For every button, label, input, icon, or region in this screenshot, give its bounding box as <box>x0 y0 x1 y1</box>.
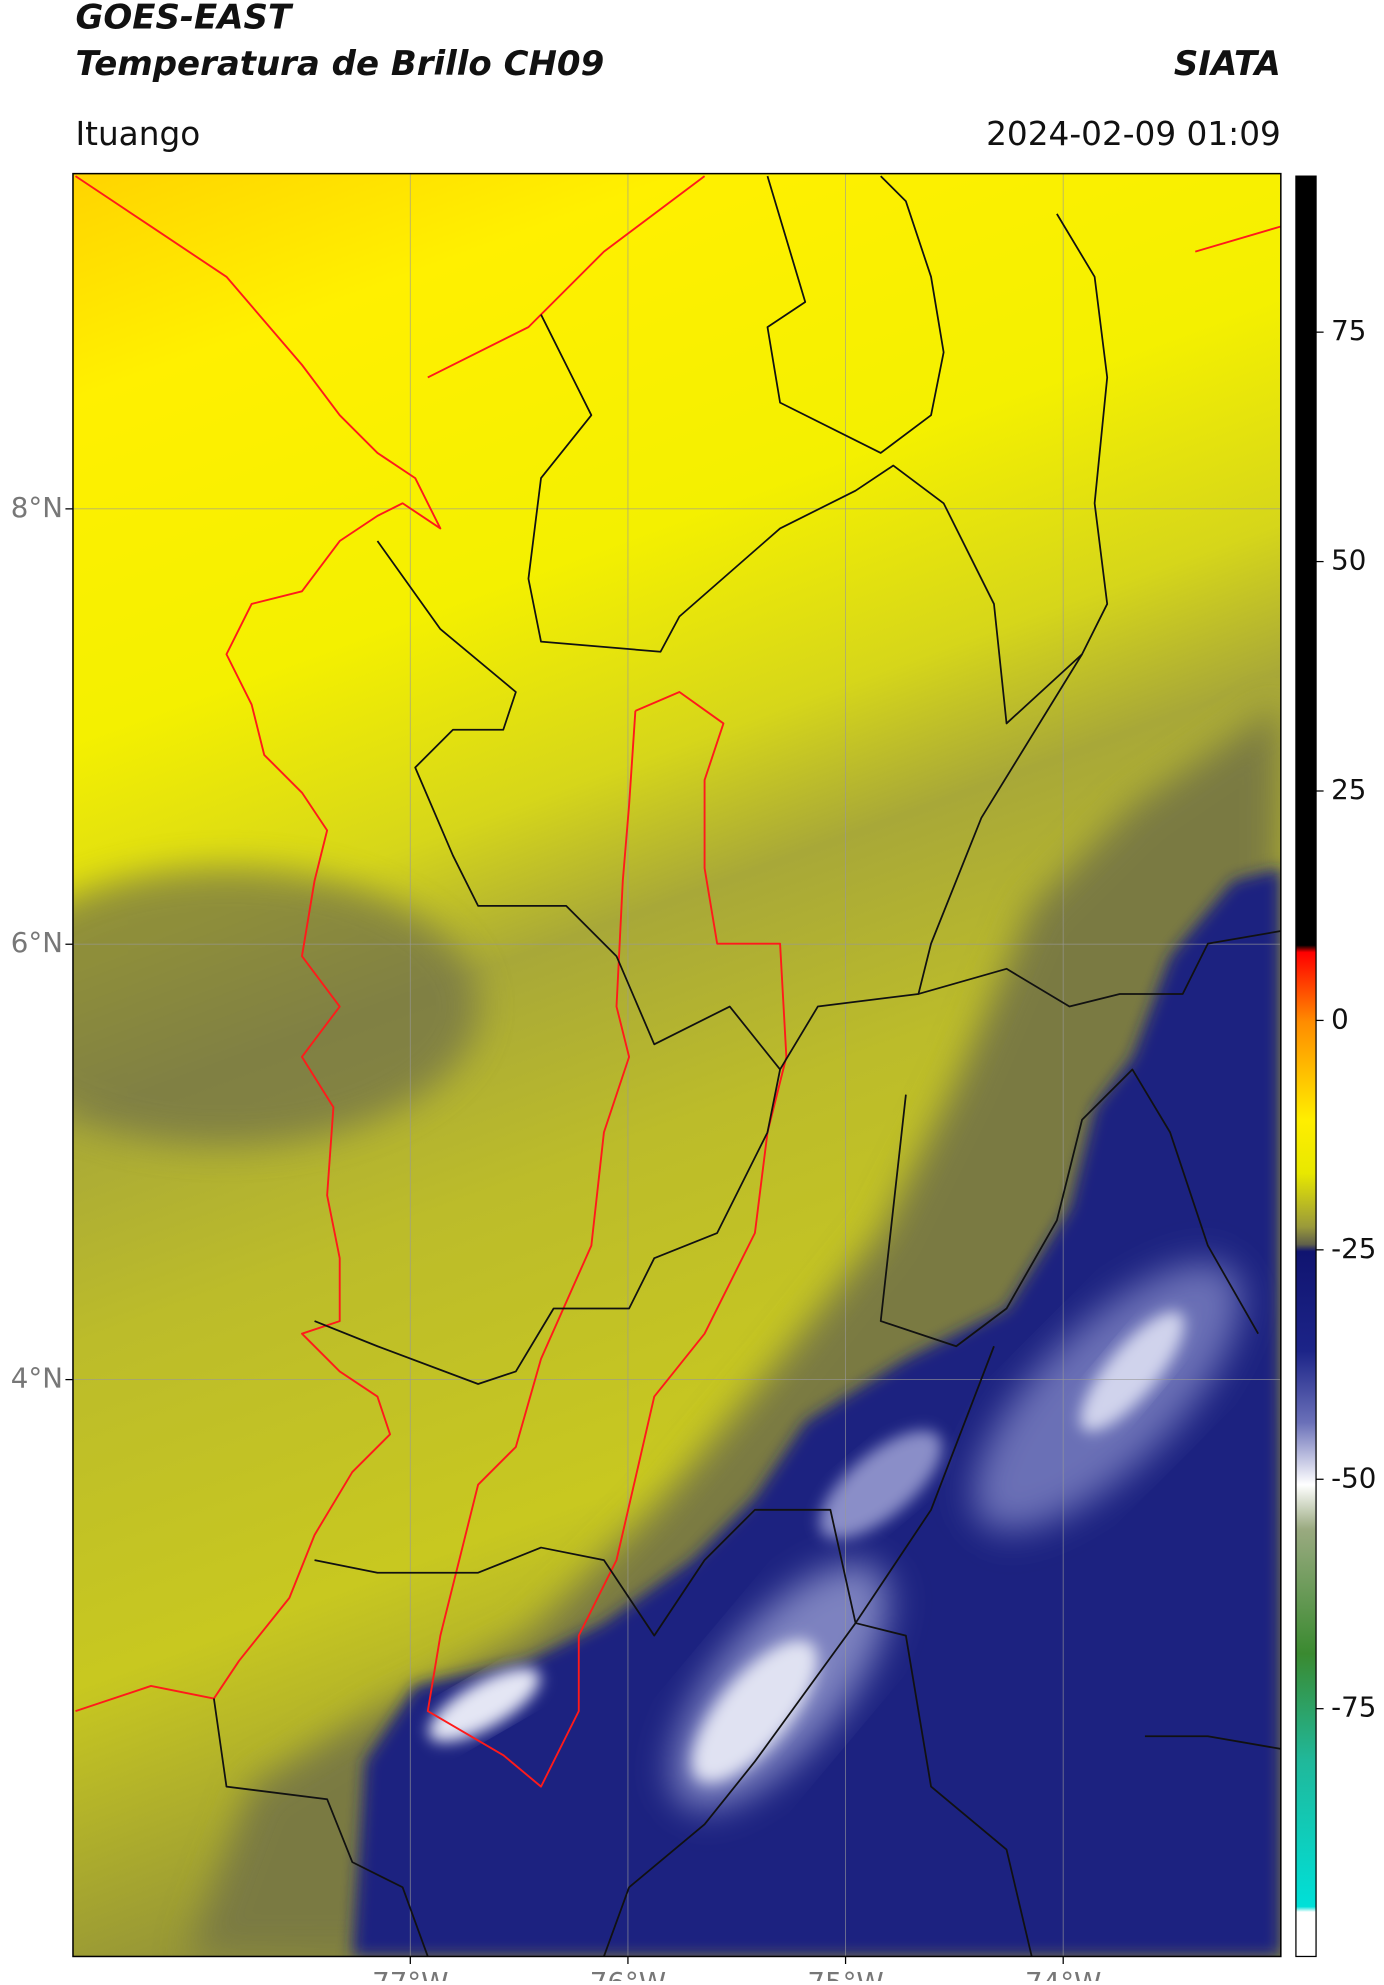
department-border <box>918 930 1281 1008</box>
colorbar-tick-label: 0 <box>1331 1002 1349 1035</box>
colorbar-tick-label: 50 <box>1331 544 1366 577</box>
cloud-navy <box>352 868 1281 1957</box>
location: Ituango <box>75 115 200 153</box>
x-tick-label: 75°W <box>807 1966 883 1981</box>
x-tick-label: 77°W <box>372 1966 448 1981</box>
department-border <box>527 213 1109 725</box>
department-border <box>376 540 781 1071</box>
x-tick-label: 74°W <box>1025 1966 1101 1981</box>
cloud-cold <box>428 1667 541 1742</box>
coastline <box>1195 225 1281 253</box>
department-border <box>314 1508 1033 1957</box>
x-tick-label: 76°W <box>590 1966 666 1981</box>
basin-outline <box>426 691 788 1788</box>
colorbar-tick-label: 75 <box>1331 314 1366 347</box>
coastline <box>427 175 706 379</box>
datetime: 2024-02-09 01:09 <box>986 115 1281 153</box>
title: GOES-EAST <box>75 0 293 37</box>
department-border <box>314 653 1083 1385</box>
map-frame <box>72 172 1282 1958</box>
colorbar-tick-label: 25 <box>1331 773 1366 806</box>
cloud-cold <box>819 1430 942 1539</box>
map-image <box>72 173 1281 1957</box>
colorbar-tick-label: -50 <box>1331 1461 1376 1494</box>
colorbar-tick-label: -25 <box>1331 1232 1376 1265</box>
department-border <box>879 1068 1259 1348</box>
y-tick-label: 6°N <box>11 926 63 959</box>
y-tick-label: 8°N <box>11 491 63 524</box>
department-border <box>603 1345 995 1957</box>
y-tick-label: 4°N <box>11 1362 63 1395</box>
graticule <box>72 173 1281 1957</box>
department-border <box>213 1698 429 1957</box>
cloud-cold <box>1080 1311 1185 1432</box>
subtitle: Temperatura de Brillo CH09 <box>75 44 604 84</box>
coastline <box>74 175 442 1713</box>
cloud-cold <box>692 1639 818 1783</box>
agency: SIATA <box>1174 44 1281 84</box>
department-border <box>766 175 945 454</box>
colorbar-tick-label: -75 <box>1331 1691 1376 1724</box>
department-border <box>1144 1735 1281 1750</box>
colorbar <box>1295 175 1317 1958</box>
cloud-olive <box>72 868 479 1145</box>
boundaries <box>74 175 1281 1957</box>
